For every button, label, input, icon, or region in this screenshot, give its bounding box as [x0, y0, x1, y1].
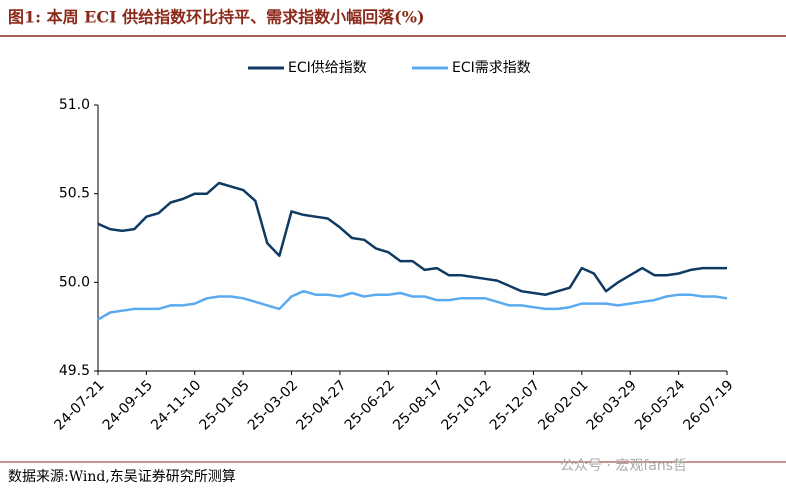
x-tick-label: 26-05-24: [632, 377, 688, 433]
x-tick-label: 25-12-07: [487, 377, 543, 433]
series-line: [97, 289, 728, 321]
x-tick-label: 25-04-27: [293, 377, 349, 433]
chart-title: 图1: 本周 ECI 供给指数环比持平、需求指数小幅回落(%): [8, 8, 425, 27]
x-tick-label: 26-03-29: [584, 377, 640, 433]
y-tick-label: 50.0: [59, 274, 90, 290]
x-tick-label: 25-06-22: [342, 377, 398, 433]
y-tick-label: 49.5: [59, 363, 90, 379]
series-line: [97, 181, 727, 296]
x-tick-label: 24-09-15: [100, 377, 156, 433]
x-tick-label: 26-07-19: [680, 377, 736, 433]
y-tick-label: 50.5: [59, 186, 90, 202]
watermark: 公众号 · 宏观fans哲: [560, 458, 687, 474]
y-tick-label: 51.0: [59, 97, 90, 113]
x-tick-label: 25-03-02: [245, 377, 301, 433]
x-tick-label: 25-08-17: [390, 377, 446, 433]
x-tick-label: 25-10-12: [438, 377, 494, 433]
source-note: 数据来源:Wind,东吴证券研究所测算: [8, 469, 236, 485]
x-tick-label: 24-11-10: [148, 377, 204, 433]
x-tick-label: 25-01-05: [197, 377, 253, 433]
legend-label: ECI需求指数: [452, 60, 531, 76]
x-tick-label: 26-02-01: [535, 377, 591, 433]
legend-label: ECI供给指数: [288, 60, 367, 76]
x-tick-label: 24-07-21: [51, 377, 107, 433]
